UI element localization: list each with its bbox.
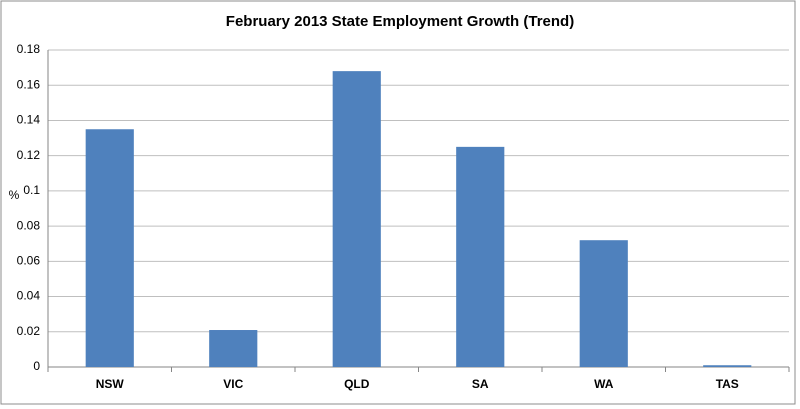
x-tick-label: VIC: [223, 377, 243, 391]
bar: [579, 240, 628, 367]
y-tick-label: 0: [33, 359, 40, 373]
y-tick-label: 0.16: [17, 77, 41, 91]
bar: [85, 129, 134, 367]
x-tick-label: WA: [594, 377, 614, 391]
y-tick-label: 0.04: [17, 289, 41, 303]
bar: [456, 146, 505, 367]
y-tick-label: 0.18: [17, 42, 41, 56]
x-tick-label: SA: [472, 377, 489, 391]
x-tick-label: TAS: [716, 377, 739, 391]
y-tick-label: 0.06: [17, 254, 41, 268]
bar: [703, 365, 752, 367]
y-tick-label: 0.1: [23, 183, 40, 197]
y-axis-label: %: [9, 188, 20, 202]
chart-title: February 2013 State Employment Growth (T…: [226, 13, 574, 30]
y-tick-label: 0.08: [17, 218, 41, 232]
x-tick-label: NSW: [96, 377, 125, 391]
bar: [209, 330, 258, 367]
y-tick-label: 0.12: [17, 148, 41, 162]
y-tick-label: 0.02: [17, 324, 41, 338]
x-tick-label: QLD: [344, 377, 370, 391]
bar: [332, 71, 381, 367]
y-tick-label: 0.14: [17, 113, 41, 127]
